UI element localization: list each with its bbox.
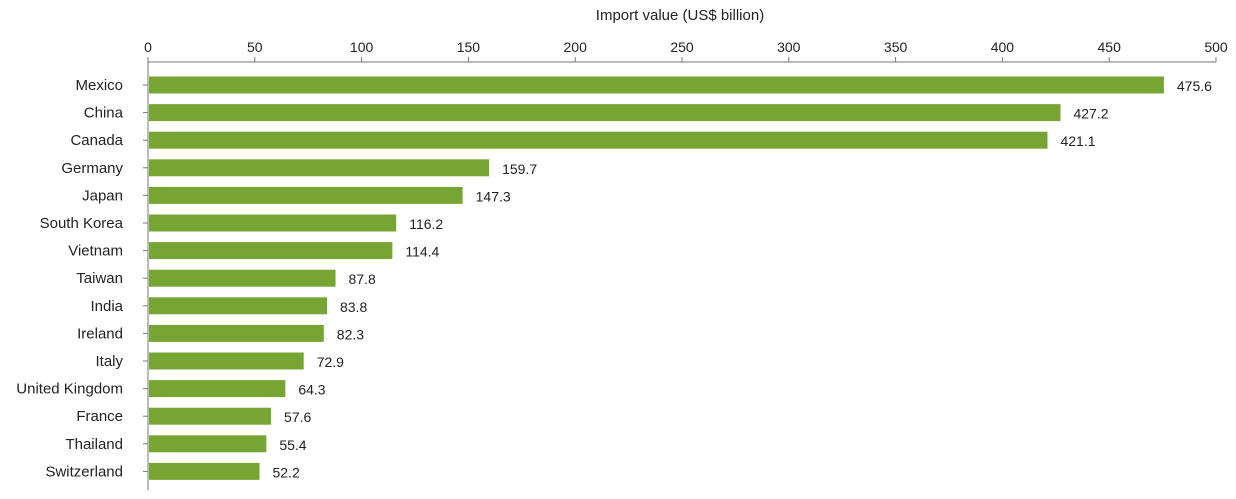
y-axis: Mexico China Canada Germany Japan South Korea… xyxy=(16,62,149,490)
category-label: Ireland xyxy=(77,325,123,342)
bar-value-label: 55.4 xyxy=(279,437,306,453)
category-label: United Kingdom xyxy=(16,381,123,398)
bar-value-label: 475.6 xyxy=(1177,78,1212,94)
bar xyxy=(149,269,336,287)
x-tick-label: 350 xyxy=(884,39,908,55)
bar xyxy=(149,352,304,370)
bar-value-label: 52.2 xyxy=(272,464,299,480)
category-label: Thailand xyxy=(65,436,123,453)
x-tick-label: 450 xyxy=(1098,39,1122,55)
bar xyxy=(149,76,1164,94)
bar-value-label: 87.8 xyxy=(349,271,376,287)
bar xyxy=(149,214,397,232)
bar xyxy=(149,380,286,398)
category-label: Italy xyxy=(95,353,123,370)
x-tick-label: 100 xyxy=(350,39,374,55)
bar xyxy=(149,104,1061,122)
bar-value-label: 114.4 xyxy=(405,244,439,260)
bar xyxy=(149,462,260,480)
category-label: Canada xyxy=(70,132,123,149)
bar-value-label: 159.7 xyxy=(502,161,537,177)
bar-value-label: 83.8 xyxy=(340,299,367,315)
category-label: Mexico xyxy=(75,77,123,94)
bar-value-label: 64.3 xyxy=(298,382,325,398)
category-label: Vietnam xyxy=(68,243,123,260)
bar xyxy=(149,159,490,177)
bar-value-label: 82.3 xyxy=(337,326,364,342)
x-tick-label: 300 xyxy=(777,39,801,55)
x-tick-label: 150 xyxy=(457,39,481,55)
bar xyxy=(149,131,1048,149)
bar xyxy=(149,242,393,260)
x-tick-label: 250 xyxy=(670,39,694,55)
category-label: Switzerland xyxy=(45,463,123,480)
value-labels-group: 475.6 427.2 421.1 159.7 147.3 116.2 114.4 87.8 8… xyxy=(272,78,1212,480)
x-axis: 0 50 100 150 200 250 300 350 400 450 500 xyxy=(144,39,1228,63)
category-label: South Korea xyxy=(40,215,124,232)
bar xyxy=(149,297,327,315)
category-label: Japan xyxy=(82,187,123,204)
category-label: Taiwan xyxy=(76,270,123,287)
bar-value-label: 72.9 xyxy=(317,354,344,370)
bar-value-label: 421.1 xyxy=(1060,133,1095,149)
bar xyxy=(149,407,272,425)
bar-value-label: 57.6 xyxy=(284,409,311,425)
x-tick-label: 200 xyxy=(564,39,588,55)
bar xyxy=(149,435,267,453)
bar-value-label: 116.2 xyxy=(409,216,443,232)
bar xyxy=(149,186,463,204)
x-tick-label: 0 xyxy=(144,39,152,55)
bar-value-label: 147.3 xyxy=(476,188,511,204)
x-tick-label: 50 xyxy=(247,39,263,55)
category-label: Germany xyxy=(61,160,123,177)
category-label: India xyxy=(90,298,123,315)
category-label: France xyxy=(76,408,123,425)
bar-value-label: 427.2 xyxy=(1073,106,1108,122)
bar xyxy=(149,324,324,342)
x-axis-title: Import value (US$ billion) xyxy=(596,7,764,24)
x-tick-label: 500 xyxy=(1204,39,1228,55)
x-tick-label: 400 xyxy=(991,39,1015,55)
category-label: China xyxy=(84,105,124,122)
bars-group xyxy=(149,76,1164,480)
